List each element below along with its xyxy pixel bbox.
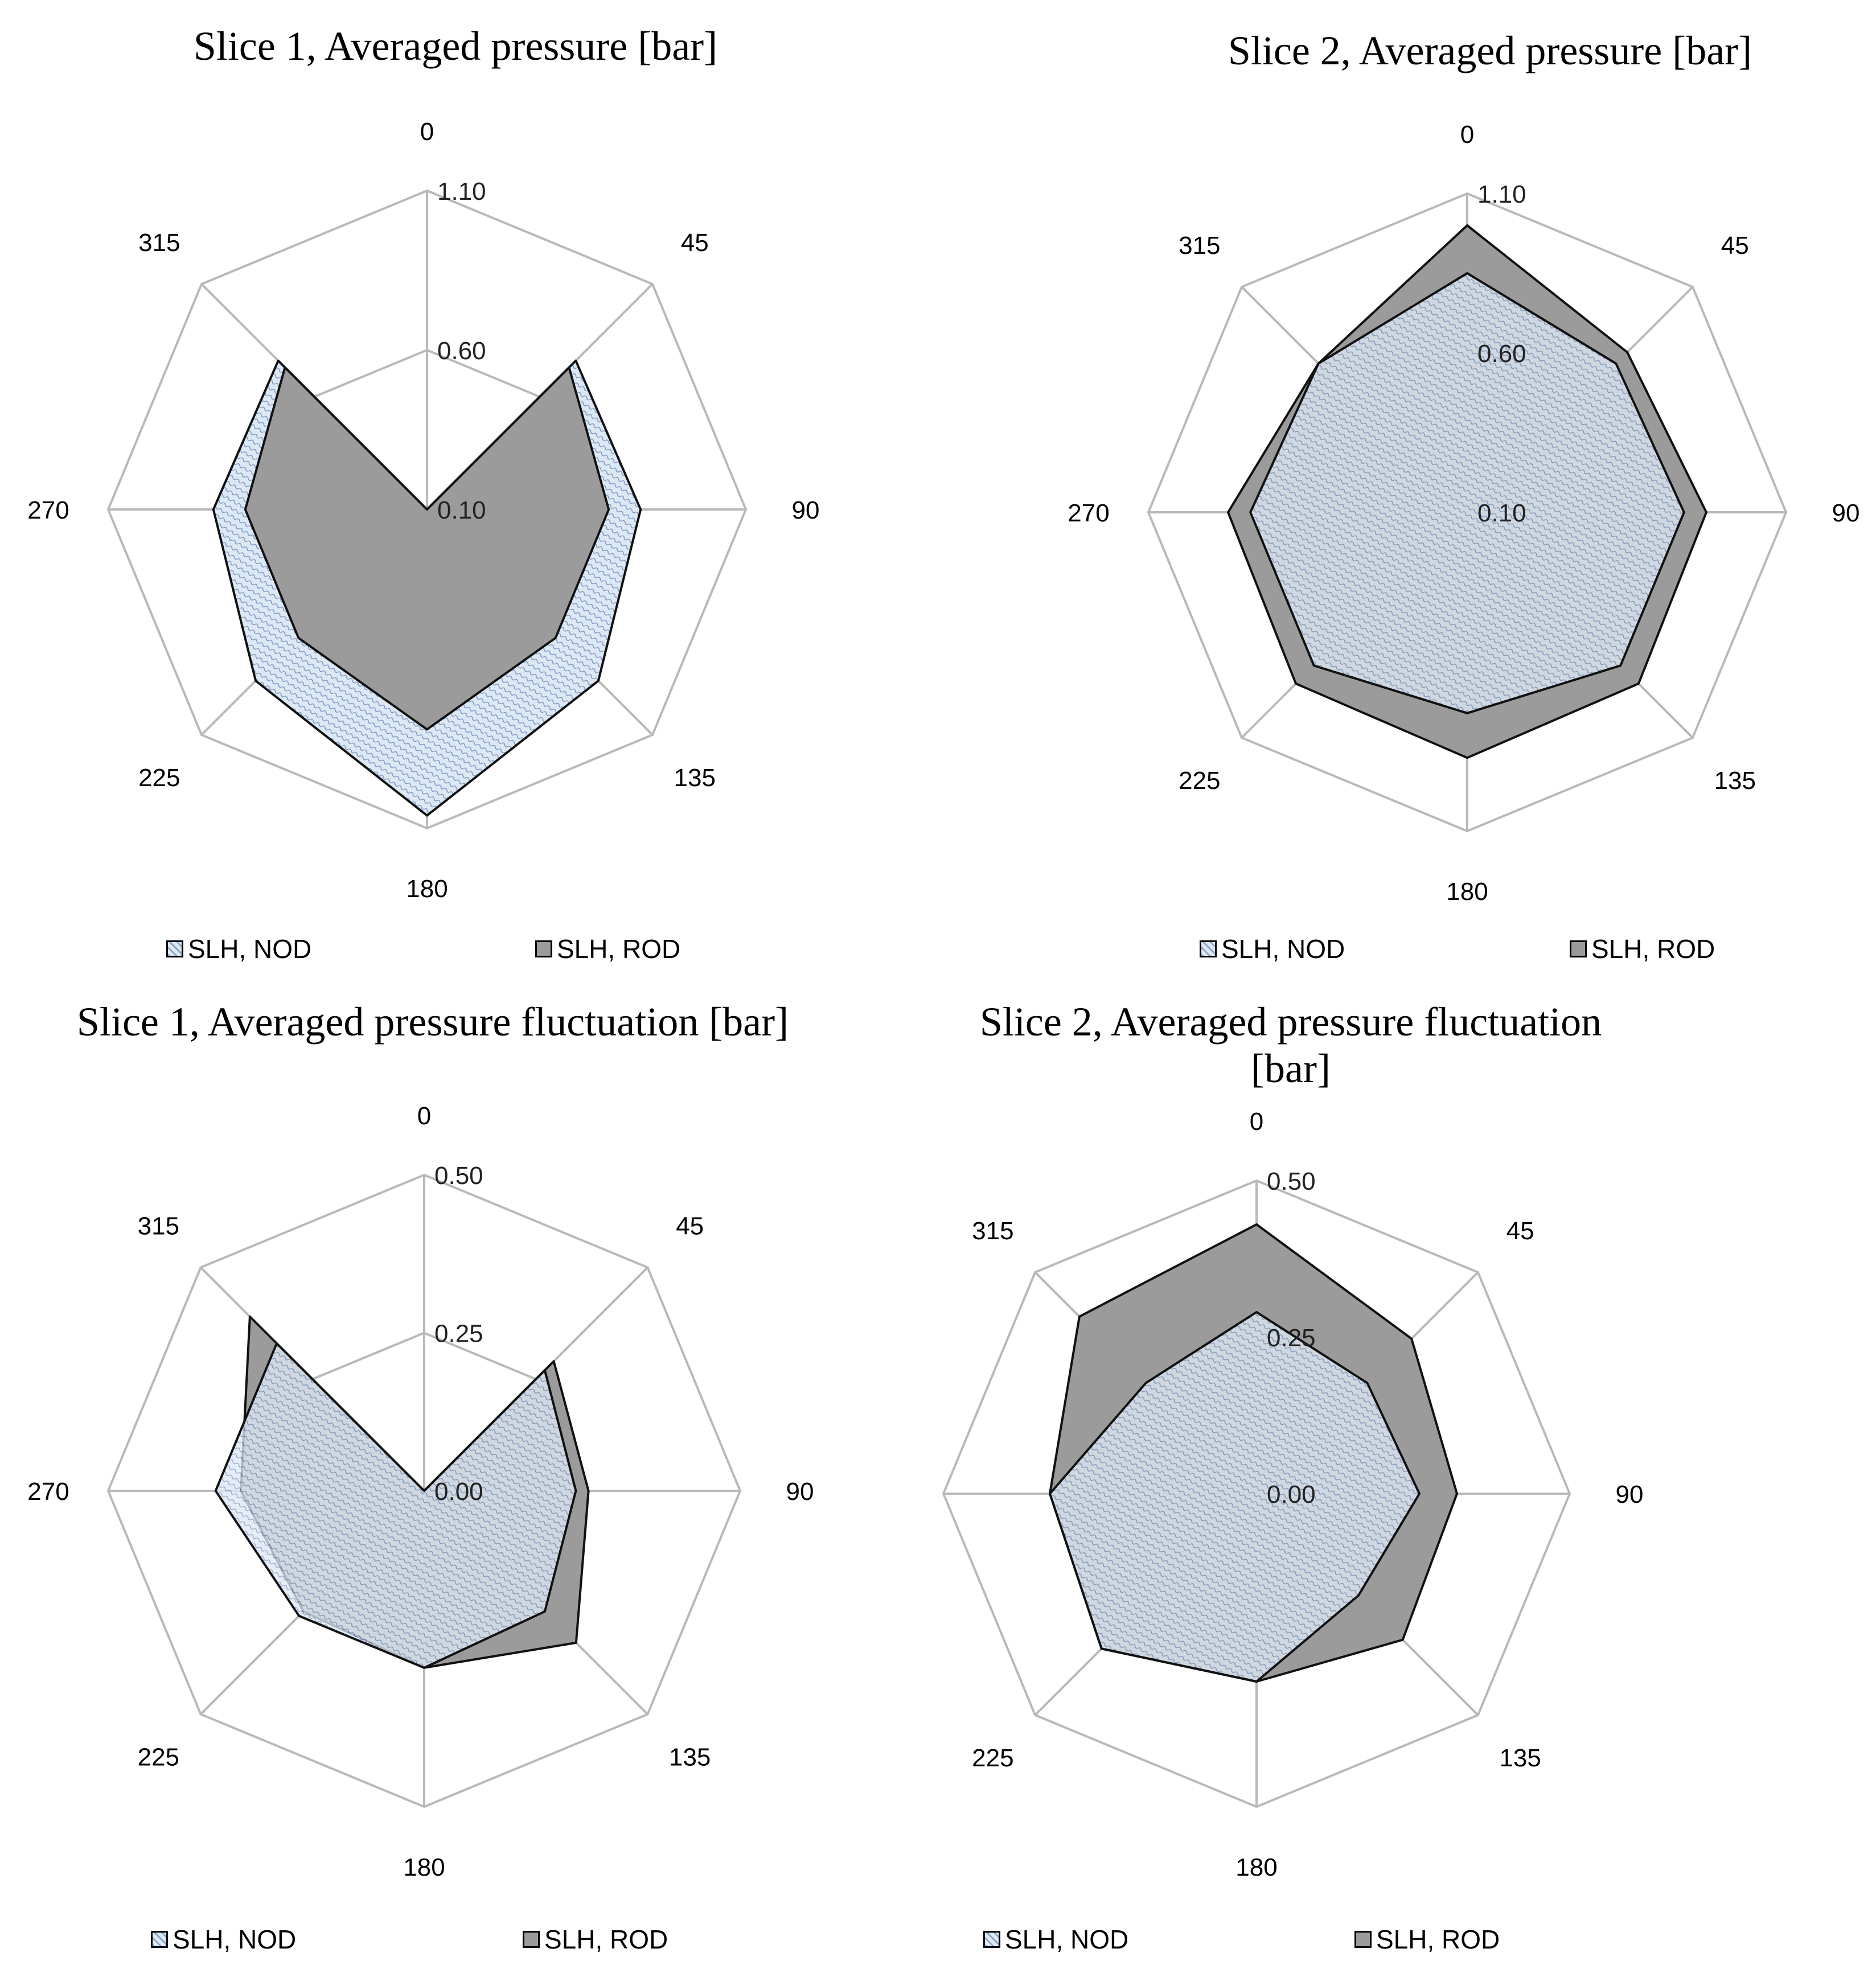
angle-label-315: 315: [138, 229, 180, 257]
legend-label-nod: SLH, NOD: [1221, 934, 1345, 964]
angle-label-180: 180: [406, 875, 448, 903]
angle-label-270: 270: [27, 496, 69, 524]
legend-item-nod: SLH, NOD: [166, 934, 311, 964]
legend-item-rod: SLH, ROD: [1570, 934, 1715, 964]
angle-label-0: 0: [420, 118, 434, 146]
radial-tick-label: 0.50: [1267, 1168, 1316, 1195]
angle-label-225: 225: [972, 1744, 1013, 1772]
chart-panel-slice1-pressure: 0.10 0.60 1.10 0 45 90 135 180 225 270 315 Slice 1…: [0, 0, 938, 984]
radial-tick-label: 0.00: [434, 1478, 483, 1506]
legend-item-rod: SLH, ROD: [523, 1924, 668, 1955]
legend-label-nod: SLH, NOD: [188, 934, 312, 964]
radial-tick-label: 0.25: [1267, 1324, 1316, 1352]
legend-label-nod: SLH, NOD: [173, 1925, 297, 1954]
angle-label-45: 45: [676, 1212, 704, 1240]
angle-label-135: 135: [669, 1744, 711, 1771]
series-rod-polygon: [244, 366, 610, 731]
radar-chart-slice2-pressure: 0.10 0.60 1.10 0 45 90 135 180 225 270 315: [1068, 121, 1860, 906]
angle-label-45: 45: [1506, 1217, 1534, 1245]
legend-label-nod: SLH, NOD: [1005, 1925, 1129, 1954]
angle-label-180: 180: [1446, 878, 1488, 906]
radial-tick-label: 0.10: [1477, 499, 1526, 527]
angle-label-180: 180: [1235, 1853, 1277, 1881]
radar-chart-slice1-fluctuation: 0.00 0.25 0.50 0 45 90 135 180 225 270 315: [27, 1102, 814, 1881]
legend-label-rod: SLH, ROD: [1376, 1925, 1500, 1954]
legend-swatch-nod: [1200, 940, 1217, 957]
radar-chart-slice1-pressure: 0.10 0.60 1.10 0 45 90 135 180 225 270 315: [27, 118, 820, 903]
angle-label-45: 45: [681, 229, 709, 257]
angle-label-90: 90: [792, 496, 820, 524]
radial-tick-label: 1.10: [1477, 180, 1526, 208]
legend-item-nod: SLH, NOD: [1200, 934, 1345, 964]
legend-swatch-nod: [983, 1931, 1000, 1948]
legend-label-rod: SLH, ROD: [557, 934, 681, 964]
series-nod-polygon: [1249, 272, 1685, 714]
angle-label-0: 0: [1460, 121, 1474, 149]
radial-tick-label: 1.10: [437, 178, 486, 205]
angle-label-315: 315: [972, 1217, 1013, 1245]
radial-tick-label: 0.60: [437, 337, 486, 365]
chart-title: Slice 1, Averaged pressure fluctuation […: [76, 999, 789, 1045]
angle-label-315: 315: [1179, 232, 1220, 260]
legend-swatch-rod: [535, 940, 552, 957]
angle-label-225: 225: [138, 764, 180, 792]
legend-swatch-nod: [151, 1931, 168, 1948]
legend-item-rod: SLH, ROD: [535, 934, 680, 964]
angle-label-225: 225: [1179, 767, 1220, 795]
angle-label-45: 45: [1721, 232, 1749, 260]
legend-label-rod: SLH, ROD: [1591, 934, 1715, 964]
angle-label-270: 270: [27, 1478, 69, 1506]
legend-item-rod: SLH, ROD: [1354, 1924, 1500, 1955]
legend-item-nod: SLH, NOD: [151, 1924, 296, 1955]
angle-label-135: 135: [674, 764, 716, 792]
angle-label-225: 225: [138, 1744, 179, 1771]
angle-label-0: 0: [1250, 1108, 1263, 1136]
radial-tick-label: 0.10: [437, 496, 486, 524]
chart-panel-slice2-pressure: 0.10 0.60 1.10 0 45 90 135 180 225 270 315 Slice 2…: [938, 0, 1875, 984]
angle-label-135: 135: [1714, 767, 1756, 795]
angle-label-90: 90: [1832, 499, 1860, 527]
legend-item-nod: SLH, NOD: [983, 1924, 1128, 1955]
angle-label-0: 0: [417, 1102, 431, 1130]
angle-label-90: 90: [786, 1478, 814, 1506]
radial-tick-label: 0.00: [1267, 1481, 1316, 1508]
angle-label-135: 135: [1499, 1744, 1541, 1772]
series-nod-polygon: [1049, 1311, 1421, 1683]
chart-title: Slice 2, Averaged pressure [bar]: [1228, 28, 1752, 73]
chart-title: Slice 2, Averaged pressure fluctuation […: [979, 999, 1602, 1091]
legend-swatch-rod: [1570, 940, 1587, 957]
radial-tick-label: 0.50: [434, 1162, 483, 1190]
series-nod-polygon: [214, 1342, 577, 1669]
radial-tick-label: 0.25: [434, 1320, 483, 1348]
angle-label-180: 180: [403, 1853, 445, 1881]
radial-tick-label: 0.60: [1477, 340, 1526, 368]
legend-swatch-rod: [523, 1931, 540, 1948]
angle-label-90: 90: [1616, 1481, 1644, 1508]
legend-swatch-nod: [166, 940, 183, 957]
chart-title: Slice 1, Averaged pressure [bar]: [193, 23, 718, 69]
angle-label-315: 315: [138, 1212, 179, 1240]
angle-label-270: 270: [1068, 499, 1109, 527]
chart-panel-slice1-fluctuation: 0.00 0.25 0.50 0 45 90 135 180 225 270 315 Slice 1…: [0, 984, 938, 1968]
legend-label-rod: SLH, ROD: [544, 1925, 668, 1954]
legend-swatch-rod: [1354, 1931, 1372, 1948]
